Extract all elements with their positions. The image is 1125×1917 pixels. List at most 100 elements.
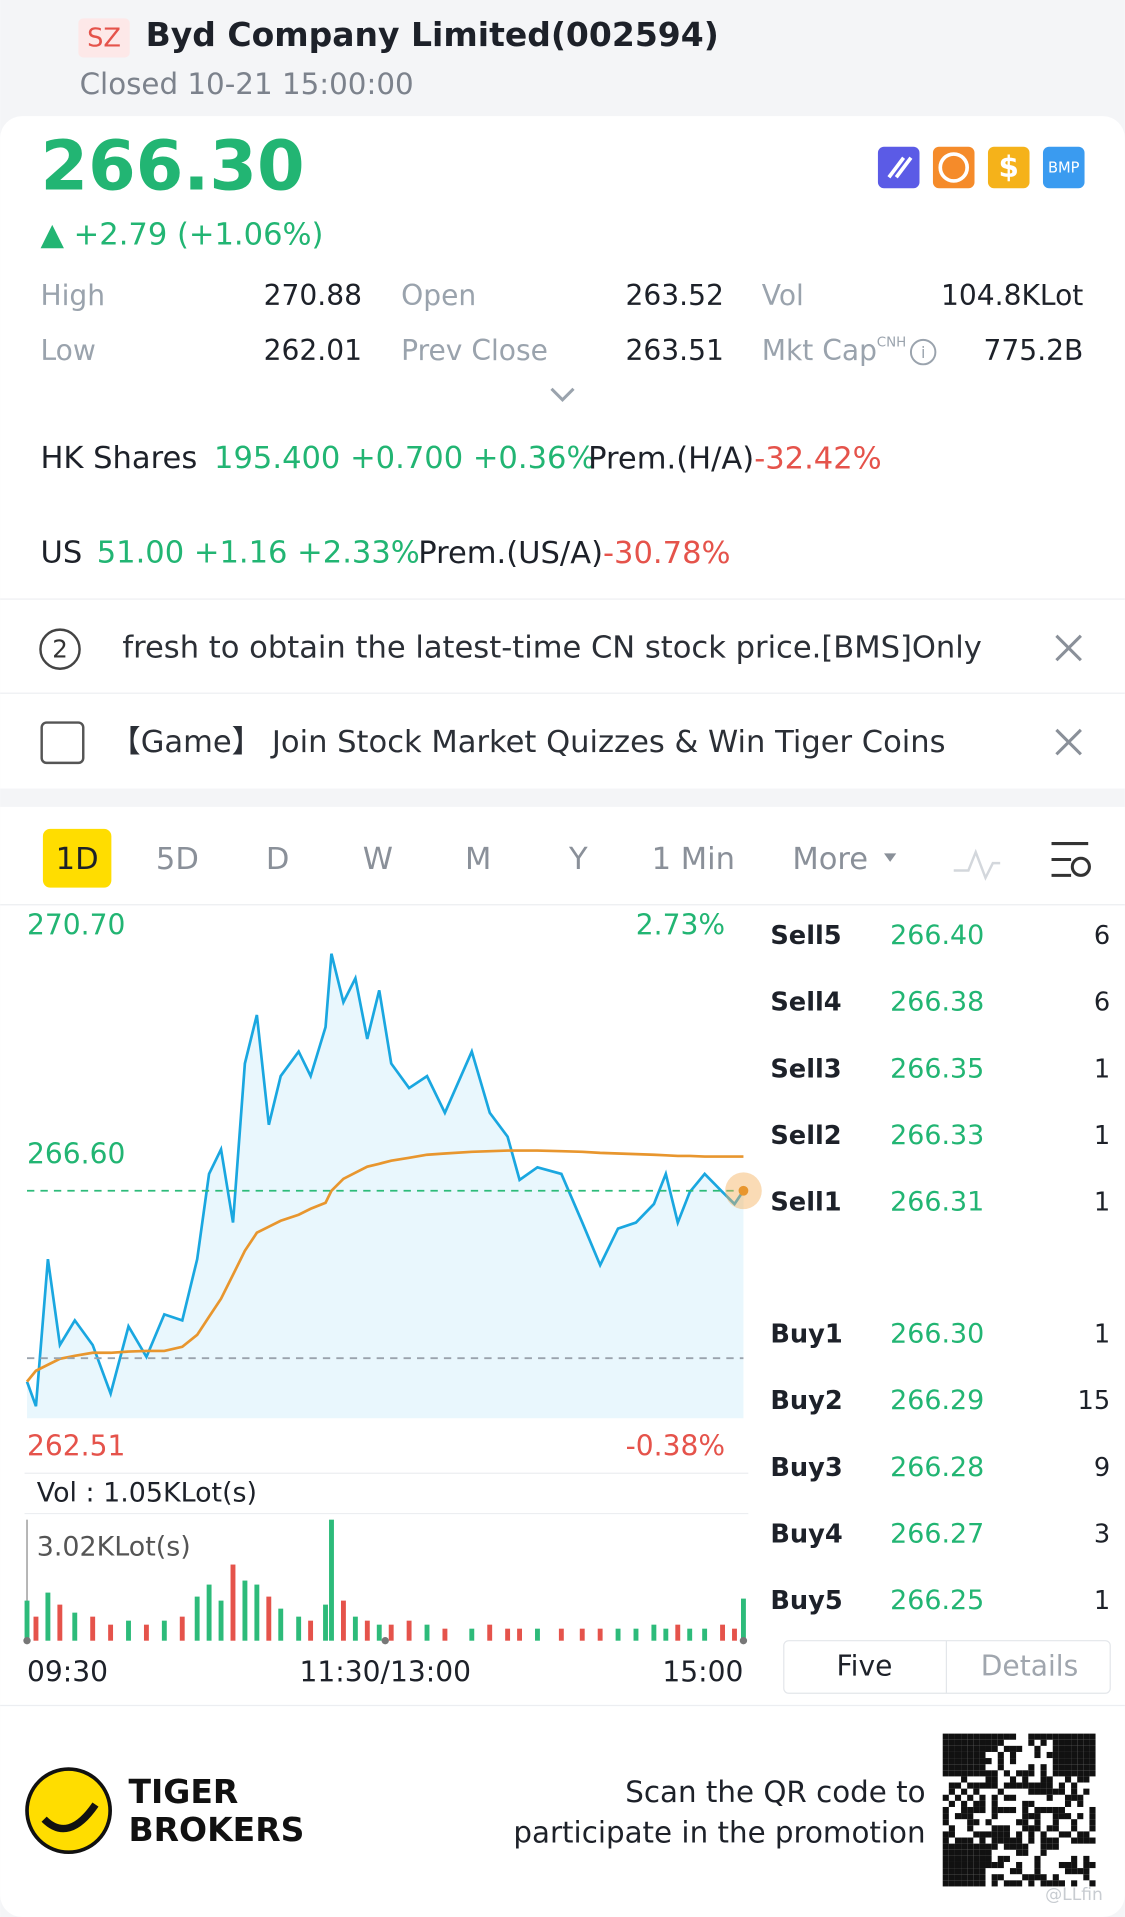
qr-cell: [1077, 1813, 1084, 1820]
qr-cell: [942, 1751, 949, 1759]
qr-cell: [1040, 1764, 1047, 1771]
scan-text: Scan the QR code to: [625, 1775, 925, 1809]
qr-cell: [1071, 1770, 1078, 1777]
volume-bar: [675, 1624, 681, 1641]
dropdown[interactable]: [884, 853, 897, 862]
superscript: CNH: [877, 335, 907, 350]
qr-cell: [1040, 1782, 1047, 1789]
period-tab[interactable]: 1D: [56, 842, 99, 877]
qr-cell: [1009, 1880, 1017, 1887]
qr-cell: [961, 1739, 968, 1746]
volume-bar: [597, 1628, 603, 1641]
qr-cell: [1052, 1813, 1059, 1820]
qr-cell: [1064, 1733, 1072, 1740]
qr-cell: [1071, 1788, 1078, 1795]
qr-cell: [979, 1739, 986, 1746]
premium: Prem.(H/A)-32.42%: [588, 441, 882, 476]
qr-cell: [942, 1831, 949, 1838]
info-icon[interactable]: [909, 338, 937, 366]
qr-cell: [954, 1733, 962, 1740]
period-tab[interactable]: M: [465, 842, 491, 877]
qr-cell: [1016, 1782, 1023, 1789]
period-tab[interactable]: More: [792, 842, 868, 877]
qr-cell: [1064, 1739, 1072, 1746]
qr-cell: [1058, 1745, 1065, 1752]
qr-cell: [1046, 1825, 1053, 1832]
qr-cell: [973, 1849, 980, 1856]
period-tab[interactable]: D: [266, 842, 290, 877]
qr-cell: [948, 1764, 955, 1771]
qr-cell: [961, 1758, 968, 1765]
qr-cell: [961, 1837, 968, 1844]
premium-label: Prem.(US/A): [418, 535, 603, 570]
qr-cell: [942, 1813, 949, 1820]
qr-cell: [1077, 1733, 1084, 1740]
qr-cell: [979, 1843, 986, 1850]
volume-bar: [615, 1628, 621, 1641]
qr-cell: [961, 1745, 968, 1752]
qr-cell: [942, 1874, 949, 1881]
qr-cell: [961, 1813, 968, 1820]
qr-cell: [1058, 1880, 1065, 1887]
qr-cell: [1071, 1758, 1078, 1765]
qr-cell: [1003, 1794, 1010, 1801]
qr-cell: [954, 1868, 962, 1875]
volume-max: 3.02KLot(s): [37, 1531, 191, 1562]
close[interactable]: [1055, 634, 1082, 662]
book-tab[interactable]: Details: [981, 1650, 1078, 1683]
period-tab[interactable]: W: [363, 842, 393, 877]
volume-bar: [702, 1628, 708, 1641]
qr-cell: [967, 1855, 974, 1862]
qr-cell: [973, 1788, 980, 1795]
period-tab[interactable]: 5D: [156, 842, 199, 877]
qr-cell: [991, 1806, 998, 1814]
qr-cell: [1077, 1868, 1084, 1875]
period-tab[interactable]: 1 Min: [652, 842, 735, 877]
book-price: 266.40: [890, 920, 984, 951]
qr-cell: [961, 1855, 968, 1862]
qr-cell: [1046, 1776, 1053, 1783]
qr-cell: [1016, 1837, 1023, 1844]
qr-cell: [1071, 1855, 1078, 1862]
icon[interactable]: [987, 146, 1030, 189]
stat-value: 104.8KLot: [941, 279, 1083, 312]
icon[interactable]: [877, 146, 920, 189]
qr-cell: [991, 1782, 998, 1789]
qr-cell: [997, 1831, 1004, 1838]
qr-cell: [1089, 1770, 1096, 1777]
qr-cell: [1083, 1855, 1090, 1862]
volume-bar: [57, 1604, 63, 1641]
volume-bar: [266, 1596, 272, 1641]
qr-cell: [967, 1745, 974, 1752]
qr-cell: [991, 1831, 998, 1838]
indicator-icon[interactable]: [953, 848, 1001, 881]
qr-cell: [1034, 1813, 1041, 1820]
settings-icon[interactable]: [1051, 842, 1089, 877]
qr-cell: [997, 1837, 1004, 1844]
qr-cell: [973, 1733, 980, 1740]
period-tab[interactable]: Y: [568, 842, 588, 877]
qr-cell: [985, 1782, 992, 1789]
qr-cell: [985, 1770, 992, 1777]
qr-cell: [967, 1764, 974, 1771]
qr-cell: [991, 1825, 998, 1832]
qr-cell: [985, 1758, 992, 1765]
volume-label: Vol : 1.05KLot(s): [37, 1477, 257, 1508]
qr-cell: [967, 1751, 974, 1759]
qr-cell: [948, 1800, 955, 1807]
price-area: [27, 953, 744, 1419]
qr-cell: [967, 1868, 974, 1875]
qr-cell: [1064, 1770, 1072, 1777]
qr-cell: [948, 1874, 955, 1881]
volume-bar: [90, 1616, 96, 1641]
icon[interactable]: [1042, 146, 1085, 189]
qr-cell: [1046, 1837, 1053, 1844]
qr-cell: [954, 1758, 962, 1765]
expand[interactable]: [550, 387, 575, 402]
qr-cell: [1058, 1782, 1065, 1789]
volume-bar: [732, 1628, 737, 1641]
book-tab[interactable]: Five: [837, 1650, 893, 1683]
qr-cell: [1046, 1880, 1053, 1887]
close[interactable]: [1055, 728, 1082, 756]
qr-cell: [985, 1819, 992, 1826]
